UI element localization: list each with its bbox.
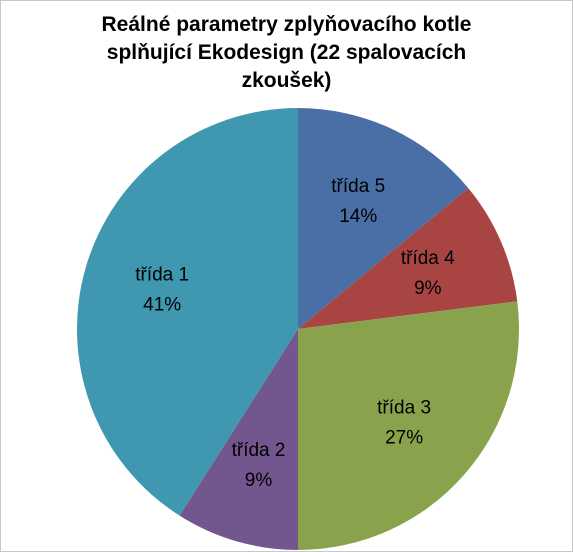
pie-slice — [298, 301, 519, 550]
slice-label: třída 1 — [135, 265, 189, 286]
pie-slice — [76, 108, 299, 516]
slice-label: třída 4 — [401, 248, 455, 269]
value-label: 27% — [385, 428, 423, 449]
slice-label: třída 5 — [331, 176, 385, 197]
pie-slice — [179, 329, 298, 550]
value-label: 9% — [414, 278, 442, 299]
pie-slice — [298, 188, 518, 329]
pie-slice — [298, 108, 469, 329]
value-label: 41% — [143, 295, 181, 316]
value-label: 9% — [245, 470, 273, 491]
chart-title: Reálné parametry zplyňovacího kotle splň… — [101, 13, 472, 92]
slice-label: třída 3 — [377, 398, 431, 419]
value-label: 14% — [339, 206, 377, 227]
slice-label: třída 2 — [232, 440, 286, 461]
